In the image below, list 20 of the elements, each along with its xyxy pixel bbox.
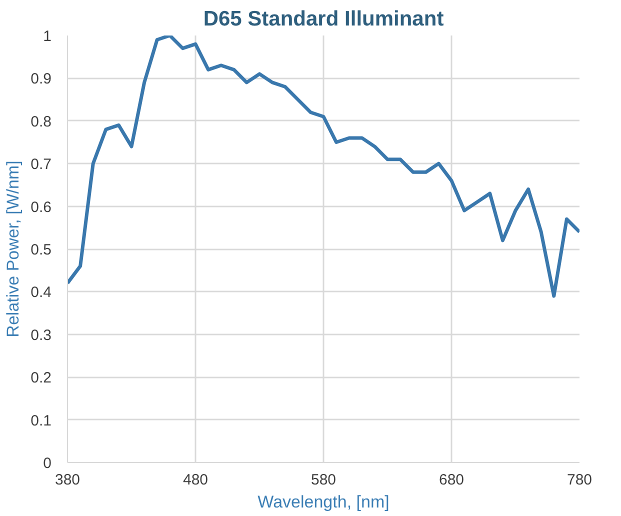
line-series bbox=[68, 36, 580, 298]
x-tick-label: 580 bbox=[310, 472, 336, 488]
x-tick-label: 780 bbox=[566, 472, 592, 488]
y-tick-label: 0.8 bbox=[30, 113, 52, 130]
y-tick-label: 0.3 bbox=[30, 326, 52, 344]
y-tick-label: 0.6 bbox=[30, 198, 52, 216]
y-tick-label: 0.7 bbox=[30, 156, 52, 174]
x-tick-label: 380 bbox=[54, 472, 80, 488]
x-axis-title: Wavelength, [nm] bbox=[258, 492, 390, 512]
y-tick-label: 0 bbox=[43, 455, 52, 472]
y-tick-label: 0.5 bbox=[30, 242, 52, 258]
chart-title: D65 Standard Illuminant bbox=[203, 8, 444, 30]
y-tick-label: 0.2 bbox=[30, 370, 52, 387]
y-axis-title: Relative Power, [W/nm] bbox=[4, 160, 23, 338]
y-tick-label: 0.9 bbox=[30, 70, 52, 88]
y-tick-label: 0.1 bbox=[30, 412, 52, 430]
y-tick-label: 0.4 bbox=[30, 284, 52, 302]
y-tick-label: 1 bbox=[43, 28, 52, 45]
x-tick-label: 480 bbox=[182, 472, 208, 488]
x-tick-label: 680 bbox=[438, 472, 464, 488]
